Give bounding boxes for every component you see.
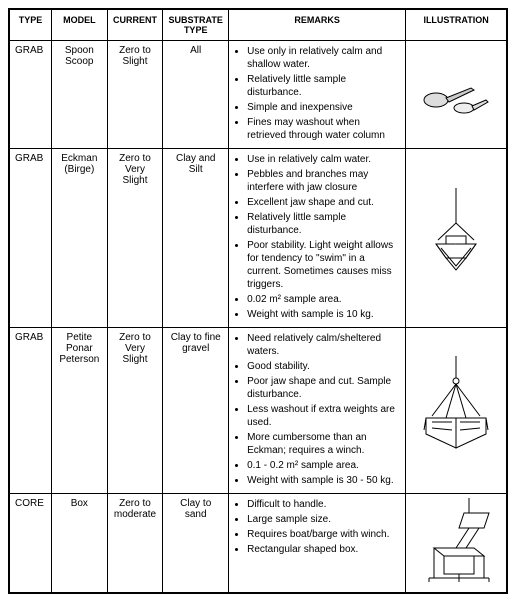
remark-item: 0.02 m² sample area. [247,293,400,306]
remark-item: Difficult to handle. [247,498,400,511]
table-row: GRABPetite Ponar PetersonZero to Very Sl… [9,328,507,494]
cell-model: Box [52,494,108,594]
header-current: CURRENT [107,9,163,41]
remark-item: Relatively little sample disturbance. [247,73,400,99]
cell-type: GRAB [9,41,52,149]
remark-item: Weight with sample is 10 kg. [247,308,400,321]
cell-substrate: Clay to sand [163,494,229,594]
cell-illustration [406,494,507,594]
table-row: GRABEckman (Birge)Zero to Very SlightCla… [9,149,507,328]
table-row: COREBoxZero to moderateClay to sandDiffi… [9,494,507,594]
cell-substrate: Clay to fine gravel [163,328,229,494]
header-row: TYPE MODEL CURRENT SUBSTRATE TYPE REMARK… [9,9,507,41]
table-row: GRABSpoon ScoopZero to SlightAll Use only… [9,41,507,149]
remark-item: 0.1 - 0.2 m² sample area. [247,459,400,472]
remark-item: Use only in relatively calm and shallow … [247,45,400,71]
remark-item: Excellent jaw shape and cut. [247,196,400,209]
cell-substrate: All [163,41,229,149]
remark-item: Pebbles and branches may interfere with … [247,168,400,194]
remarks-list: Need relatively calm/sheltered waters. Go… [234,332,400,487]
sampler-illustration-icon [414,498,499,588]
remark-item: Requires boat/barge with winch. [247,528,400,541]
sampler-illustration-icon [416,188,496,288]
remark-item: Poor jaw shape and cut. Sample disturban… [247,375,400,401]
remark-item: Need relatively calm/sheltered waters. [247,332,400,358]
cell-substrate: Clay and Silt [163,149,229,328]
cell-model: Eckman (Birge) [52,149,108,328]
remark-item: Less washout if extra weights are used. [247,403,400,429]
cell-model: Spoon Scoop [52,41,108,149]
remark-item: Rectangular shaped box. [247,543,400,556]
cell-remarks: Need relatively calm/sheltered waters. Go… [229,328,406,494]
header-type: TYPE [9,9,52,41]
remark-item: More cumbersome than an Eckman; requires… [247,431,400,457]
remark-item: Relatively little sample disturbance. [247,211,400,237]
header-model: MODEL [52,9,108,41]
cell-remarks: Use only in relatively calm and shallow … [229,41,406,149]
remark-item: Good stability. [247,360,400,373]
cell-remarks: Difficult to handle. Large sample size. Re… [229,494,406,594]
header-illustration: ILLUSTRATION [406,9,507,41]
header-remarks: REMARKS [229,9,406,41]
cell-type: GRAB [9,328,52,494]
sampler-illustration-icon [416,70,496,120]
cell-illustration [406,41,507,149]
remarks-list: Use only in relatively calm and shallow … [234,45,400,142]
cell-model: Petite Ponar Peterson [52,328,108,494]
cell-type: GRAB [9,149,52,328]
cell-current: Zero to Slight [107,41,163,149]
sampler-illustration-icon [414,356,499,466]
header-substrate: SUBSTRATE TYPE [163,9,229,41]
sampler-table: TYPE MODEL CURRENT SUBSTRATE TYPE REMARK… [8,8,508,594]
cell-current: Zero to moderate [107,494,163,594]
cell-type: CORE [9,494,52,594]
cell-illustration [406,149,507,328]
cell-illustration [406,328,507,494]
remark-item: Simple and inexpensive [247,101,400,114]
remark-item: Weight with sample is 30 - 50 kg. [247,474,400,487]
remarks-list: Difficult to handle. Large sample size. Re… [234,498,400,556]
remark-item: Poor stability. Light weight allows for … [247,239,400,291]
cell-remarks: Use in relatively calm water. Pebbles and… [229,149,406,328]
cell-current: Zero to Very Slight [107,328,163,494]
remark-item: Large sample size. [247,513,400,526]
cell-current: Zero to Very Slight [107,149,163,328]
remark-item: Fines may washout when retrieved through… [247,116,400,142]
remark-item: Use in relatively calm water. [247,153,400,166]
remarks-list: Use in relatively calm water. Pebbles and… [234,153,400,321]
